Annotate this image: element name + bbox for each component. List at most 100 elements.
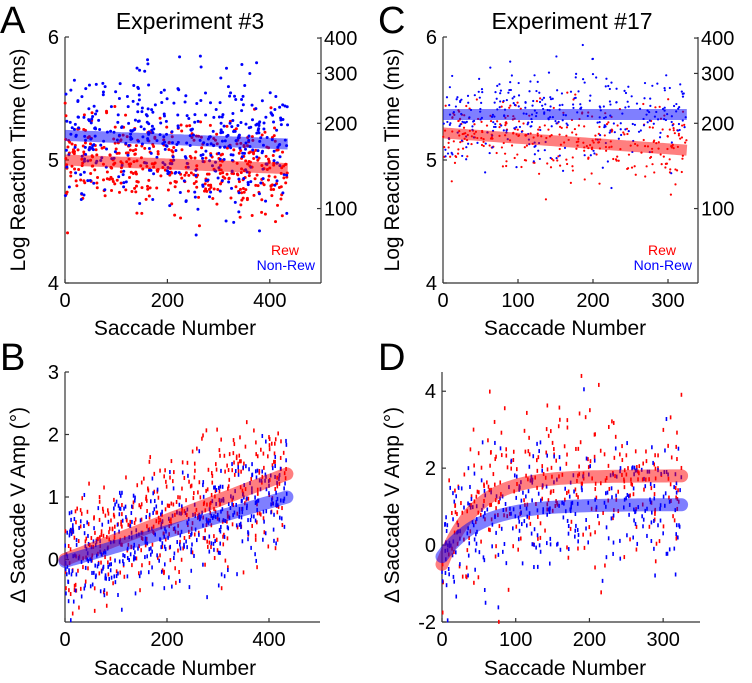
y-axis-label-c: Log Reaction Time (ms) xyxy=(381,49,404,272)
data-point xyxy=(101,90,105,94)
data-point xyxy=(134,591,137,596)
data-point xyxy=(681,95,685,98)
data-point xyxy=(141,563,143,568)
data-point xyxy=(252,193,256,197)
data-point xyxy=(549,105,552,108)
data-point xyxy=(242,570,245,575)
data-point xyxy=(240,155,244,159)
data-point xyxy=(483,588,486,593)
data-point xyxy=(235,523,238,528)
data-point xyxy=(120,519,122,524)
data-point xyxy=(254,533,257,538)
data-point xyxy=(461,510,464,515)
data-point xyxy=(478,490,480,495)
data-point xyxy=(648,524,651,529)
data-point xyxy=(495,530,497,535)
data-point xyxy=(574,528,577,533)
data-point xyxy=(528,452,531,457)
data-point xyxy=(246,496,248,501)
data-point xyxy=(646,121,649,124)
data-point xyxy=(103,188,107,192)
data-point xyxy=(571,131,574,134)
data-point xyxy=(627,466,629,471)
data-point xyxy=(277,185,281,189)
data-point xyxy=(205,189,209,193)
data-point xyxy=(240,191,244,195)
data-point xyxy=(525,144,529,147)
data-point xyxy=(575,446,577,451)
data-point xyxy=(577,90,580,93)
data-point xyxy=(486,507,489,512)
data-point xyxy=(113,182,117,186)
data-point xyxy=(581,488,583,493)
data-point xyxy=(590,172,593,175)
data-point xyxy=(72,150,76,154)
data-point xyxy=(493,482,496,487)
data-point xyxy=(573,97,576,100)
data-point xyxy=(214,485,216,490)
data-point xyxy=(213,547,215,552)
data-point xyxy=(654,559,657,564)
data-point xyxy=(135,66,139,70)
data-point xyxy=(237,191,241,195)
data-point xyxy=(134,556,137,561)
data-point xyxy=(199,120,203,124)
data-point xyxy=(203,536,206,541)
data-point xyxy=(270,441,273,446)
data-point xyxy=(153,498,156,503)
data-point xyxy=(263,465,265,470)
data-point xyxy=(255,61,259,65)
data-point xyxy=(454,105,458,108)
data-point xyxy=(524,449,527,454)
data-point xyxy=(442,122,445,125)
data-point xyxy=(494,125,497,129)
data-point xyxy=(600,590,602,595)
data-point xyxy=(543,124,546,127)
data-point xyxy=(193,156,197,160)
data-point xyxy=(142,127,146,131)
data-point xyxy=(655,541,658,546)
data-point xyxy=(623,555,626,560)
data-point xyxy=(134,144,138,148)
data-point xyxy=(184,199,188,203)
data-point xyxy=(456,96,459,99)
data-point xyxy=(230,186,234,190)
data-point xyxy=(523,158,527,162)
data-point xyxy=(537,149,540,152)
data-point xyxy=(677,488,679,493)
data-point xyxy=(105,147,109,151)
data-point xyxy=(280,214,284,218)
data-point xyxy=(582,532,584,537)
data-point xyxy=(261,177,265,181)
data-point xyxy=(651,126,654,129)
data-point xyxy=(483,488,486,493)
data-point xyxy=(92,181,96,185)
data-point xyxy=(179,495,181,500)
data-point xyxy=(508,106,511,109)
data-point xyxy=(211,196,215,200)
data-point xyxy=(110,189,114,193)
data-point xyxy=(282,450,285,455)
data-point xyxy=(256,149,260,153)
data-point xyxy=(614,446,617,451)
data-point xyxy=(188,124,192,128)
data-point xyxy=(619,538,621,543)
data-point xyxy=(63,101,67,105)
data-point xyxy=(238,453,241,458)
data-point xyxy=(79,586,82,591)
data-point xyxy=(657,523,659,528)
data-point xyxy=(253,514,255,519)
data-point xyxy=(153,507,156,512)
data-point xyxy=(443,146,446,149)
data-point xyxy=(262,127,266,131)
title-experiment-3: Experiment #3 xyxy=(116,8,264,34)
data-point xyxy=(191,449,194,454)
data-point xyxy=(270,510,272,515)
data-point xyxy=(547,498,550,503)
data-point xyxy=(113,530,116,535)
data-point xyxy=(607,463,610,468)
data-point xyxy=(184,171,188,175)
data-point xyxy=(515,166,518,169)
data-point xyxy=(595,495,598,500)
